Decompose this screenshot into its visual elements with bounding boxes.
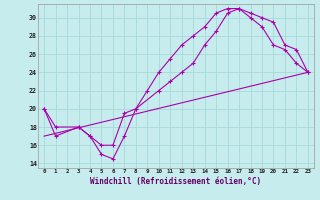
X-axis label: Windchill (Refroidissement éolien,°C): Windchill (Refroidissement éolien,°C) [91,177,261,186]
